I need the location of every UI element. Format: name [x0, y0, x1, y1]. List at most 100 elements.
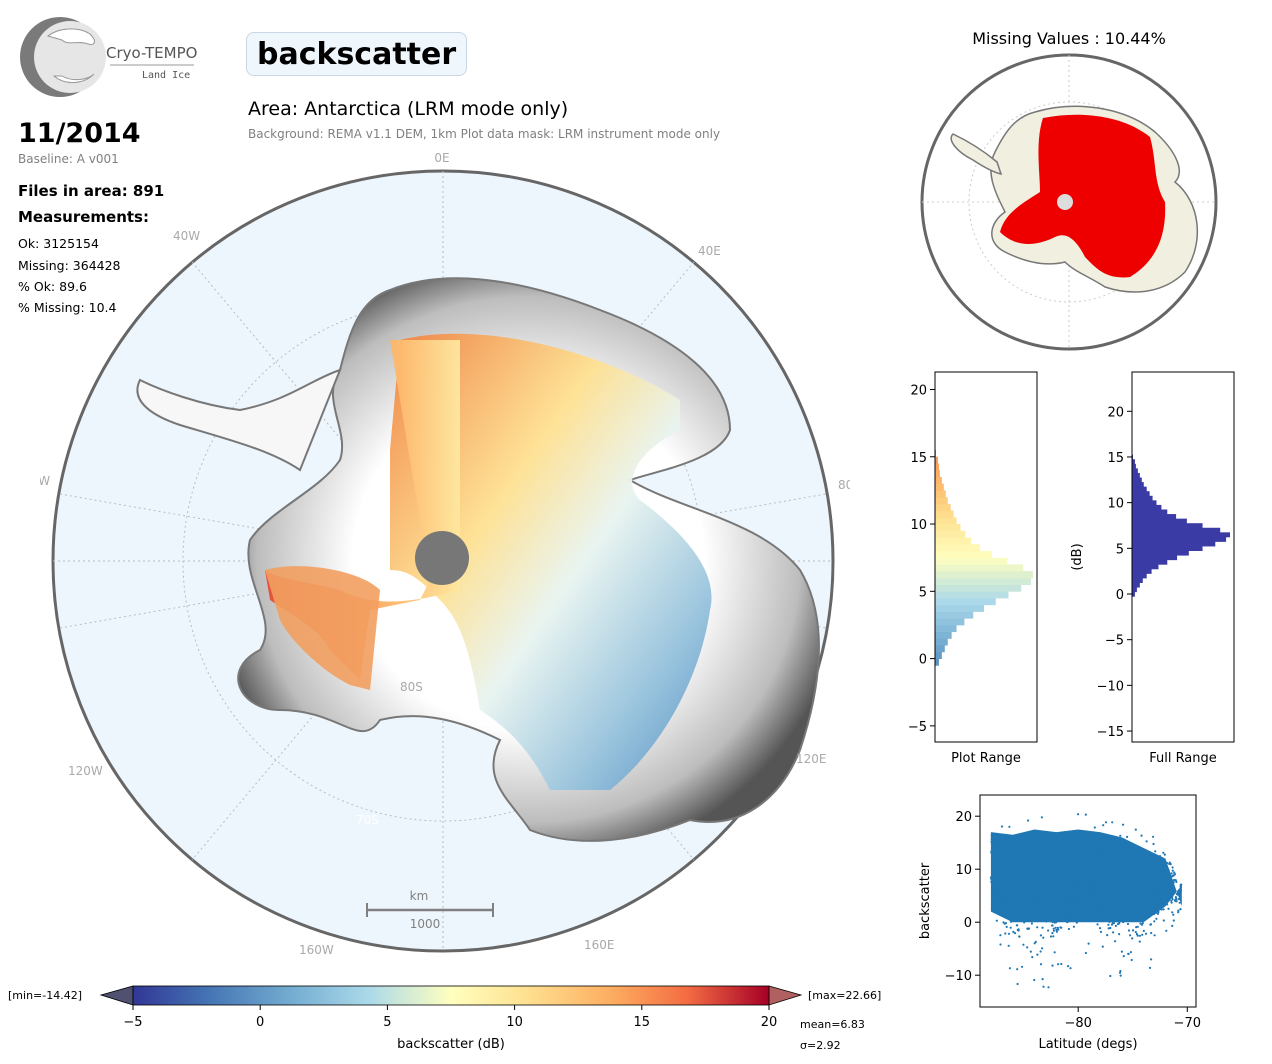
scatter-point [1106, 885, 1109, 888]
scatter-point [1090, 840, 1093, 843]
histogram-bar [1132, 559, 1168, 565]
scatter-point [1147, 873, 1150, 876]
scatter-point [1108, 872, 1111, 875]
scatter-point [1076, 878, 1079, 882]
scatter-point [1106, 864, 1109, 867]
scatter-point [1047, 848, 1050, 851]
scatter-point [1000, 825, 1004, 828]
scatter-point [1029, 911, 1032, 914]
scatter-point [1033, 844, 1037, 847]
scatter-point [1039, 892, 1042, 895]
scatter-point [1122, 867, 1125, 870]
lon-label-160w: 160W [299, 943, 334, 957]
scatter-point [1067, 965, 1070, 968]
scatter-point [1157, 900, 1160, 903]
scatter-point [1036, 953, 1039, 956]
scatter-point [1039, 934, 1042, 937]
scatter-point [994, 897, 997, 900]
lon-label-120e: 120E [796, 752, 827, 766]
pole-hole [415, 531, 469, 585]
scatter-point [1041, 895, 1044, 898]
scatter-point [1129, 951, 1132, 954]
scatter-point [1065, 896, 1068, 899]
scatter-point [1129, 878, 1132, 881]
scatter-point [1025, 873, 1028, 876]
scatter-point [1137, 896, 1140, 899]
scatter-point [1172, 913, 1175, 916]
scatter-point [1152, 893, 1155, 896]
scatter-point [1008, 825, 1011, 828]
scatter-point [1064, 848, 1067, 851]
scatter-point [1141, 883, 1144, 886]
scatter-point [1046, 916, 1049, 919]
scatter-point [1064, 912, 1067, 915]
scatter-point [1167, 899, 1170, 902]
main-polar-map: 0E 40E 80E 120E 160E 160W 120W 80W 40W 8… [23, 150, 861, 970]
scatter-point [1130, 881, 1134, 884]
scatter-point [1146, 864, 1149, 867]
scatter-point [1073, 895, 1076, 898]
scatter-point [1033, 907, 1036, 910]
scatter-point [1009, 926, 1012, 929]
scatter-point [1058, 880, 1061, 883]
scatter-point [991, 903, 994, 906]
scatter-point [1171, 869, 1174, 872]
scatter-point [1009, 875, 1012, 879]
histogram-bar [935, 611, 974, 619]
scatter-point [1043, 845, 1046, 848]
scatter-point [1089, 889, 1092, 892]
scatter-point [1102, 824, 1105, 827]
histogram-bar [1132, 463, 1136, 469]
scatter-point [1036, 843, 1039, 846]
scatter-point [1154, 889, 1158, 892]
scatter-point [1031, 860, 1035, 863]
scatter-point [1027, 819, 1030, 822]
scatter-point [1163, 904, 1166, 907]
scatter-point [1118, 863, 1121, 866]
scatter-point [1115, 858, 1118, 861]
scatter-point [1046, 910, 1049, 913]
scatter-point [1036, 879, 1039, 882]
lon-label-80e: 80E [838, 478, 850, 492]
scatter-point [1147, 854, 1150, 857]
histogram-frame [934, 371, 1038, 743]
histogram-bar [935, 463, 939, 471]
scatter-point [1091, 894, 1094, 897]
area-subtitle: Background: REMA v1.1 DEM, 1km Plot data… [248, 127, 721, 141]
scatter-point [1040, 919, 1043, 922]
scatter-point [1161, 864, 1164, 867]
scatter-point [1029, 879, 1032, 882]
scatter-point [1044, 878, 1047, 882]
scatter-point [1035, 898, 1038, 901]
scatter-point [1089, 842, 1092, 846]
scatter-point [1053, 855, 1056, 858]
scatter-point [1157, 862, 1160, 865]
scatter-point [1093, 836, 1096, 839]
scatter-point [1059, 897, 1062, 901]
scatter-point [989, 876, 992, 879]
scatter-point [1000, 845, 1003, 848]
scatter-point [1099, 877, 1102, 880]
scatter-point [1092, 899, 1095, 902]
scatter-point [1033, 900, 1036, 903]
scatter-point [1127, 952, 1130, 956]
histogram-tick-label: 15 [910, 451, 927, 466]
scatter-point [1055, 843, 1058, 846]
scatter-point [1121, 877, 1124, 880]
histogram-tick-label: −5 [908, 720, 927, 735]
scatter-point [1071, 901, 1074, 904]
scatter-point [1114, 876, 1117, 879]
scatter-point [998, 899, 1001, 902]
scatter-point [997, 891, 1000, 894]
scatter-point [990, 835, 994, 838]
histogram-bar [1132, 504, 1162, 510]
histogram-bar [1132, 509, 1168, 515]
scatter-point [1102, 896, 1105, 899]
histogram-bar [1132, 514, 1177, 520]
scatter-point [1150, 875, 1153, 878]
scatter-point [1155, 911, 1158, 914]
histogram-bar [935, 604, 984, 612]
scatter-point [1109, 900, 1112, 903]
scatter-point [1010, 881, 1013, 884]
scatter-point [1110, 868, 1113, 871]
